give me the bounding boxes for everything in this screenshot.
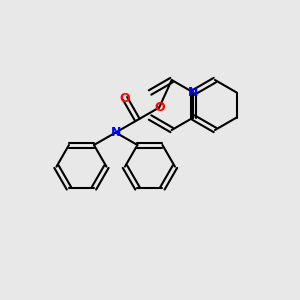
Text: O: O	[154, 101, 164, 114]
Text: N: N	[110, 126, 121, 139]
Text: N: N	[188, 86, 199, 99]
Text: O: O	[120, 92, 130, 105]
